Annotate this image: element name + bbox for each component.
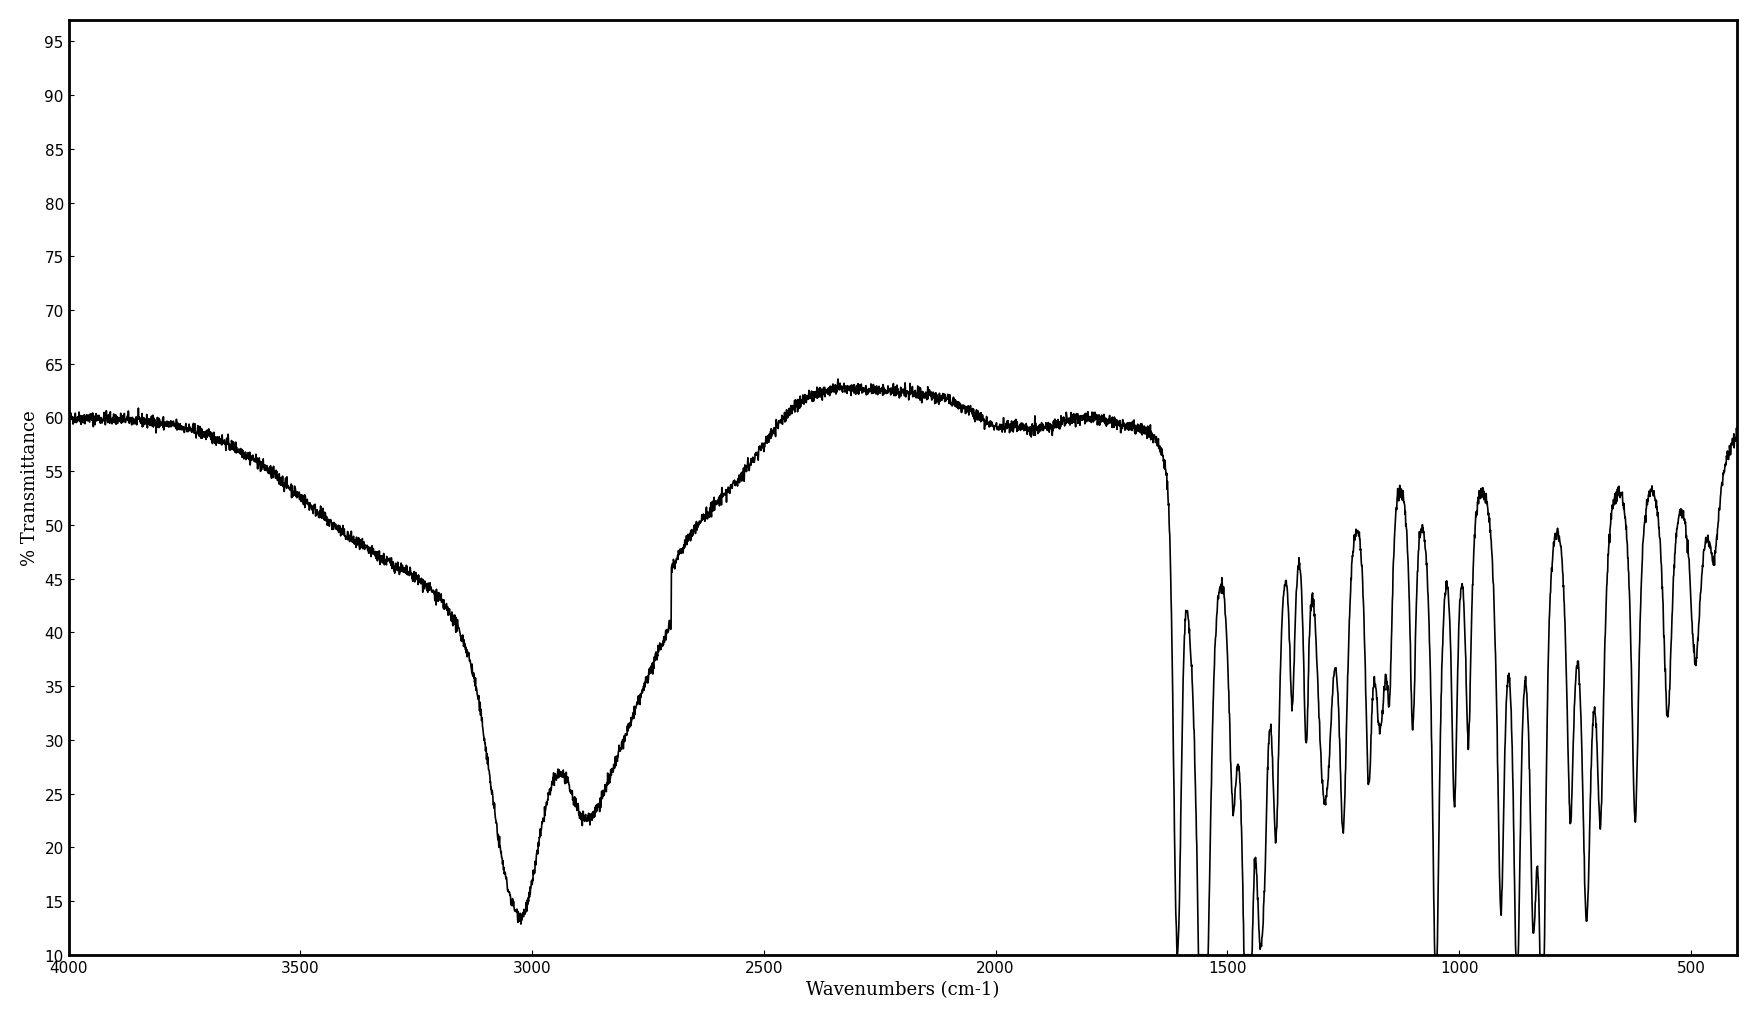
Y-axis label: % Transmittance: % Transmittance [21,410,39,566]
X-axis label: Wavenumbers (cm-1): Wavenumbers (cm-1) [806,980,1000,999]
